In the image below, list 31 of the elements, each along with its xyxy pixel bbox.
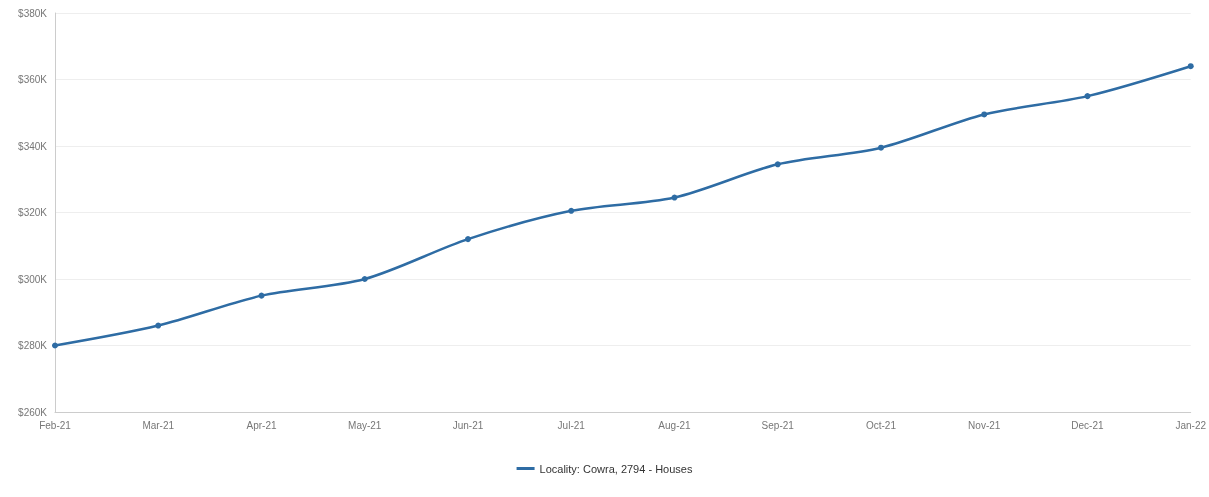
legend-label: Locality: Cowra, 2794 - Houses	[539, 462, 693, 475]
x-tick-label: Nov-21	[968, 419, 1001, 431]
x-tick-label: May-21	[348, 419, 382, 431]
point	[1084, 93, 1091, 100]
point	[774, 161, 781, 168]
point	[981, 111, 988, 118]
x-tick-label: Jun-21	[452, 419, 484, 431]
point	[464, 236, 471, 243]
point	[155, 322, 162, 329]
point	[568, 207, 575, 214]
y-tick-label: $280K	[18, 340, 48, 351]
y-tick-label: $360K	[18, 74, 48, 85]
x-tick-label: Sep-21	[761, 419, 795, 431]
x-tick-label: Jan-22	[1175, 419, 1207, 431]
x-tick-label: Oct-21	[865, 419, 897, 431]
x-tick-label: Dec-21	[1071, 419, 1105, 431]
point	[361, 276, 368, 282]
x-tick-label: Mar-21	[142, 419, 175, 431]
y-tick-label: $380K	[18, 7, 48, 19]
x-tick-label: Feb-21	[39, 419, 72, 431]
y-tick-label: $300K	[18, 273, 48, 285]
x-tick-label: Apr-21	[246, 419, 277, 431]
y-tick-label: $320K	[18, 207, 48, 218]
point	[52, 342, 58, 349]
point	[671, 194, 678, 201]
y-tick-label: $340K	[18, 140, 48, 152]
point	[877, 144, 884, 151]
point	[1187, 63, 1194, 70]
x-tick-label: Jul-21	[557, 419, 586, 431]
x-tick-label: Aug-21	[658, 419, 692, 431]
y-tick-label: $260K	[18, 406, 48, 418]
